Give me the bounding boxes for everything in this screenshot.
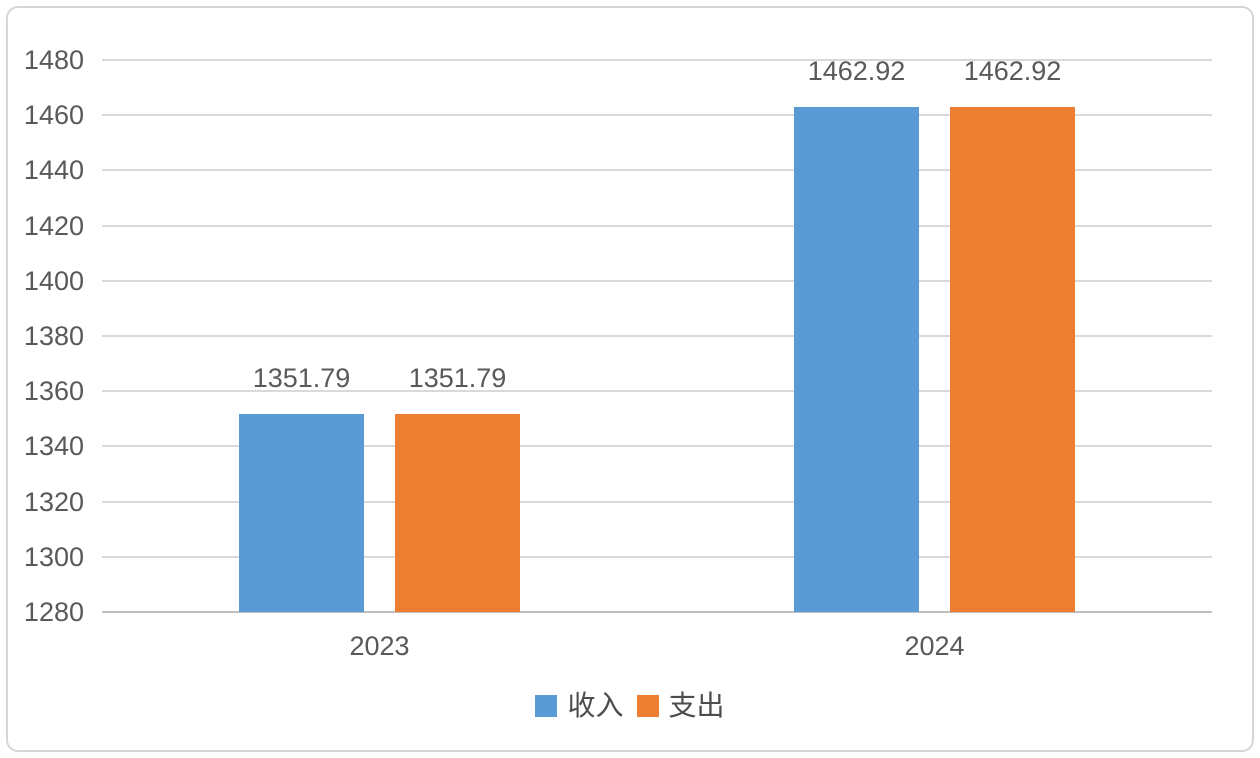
y-tick-label-1280: 1280 (23, 597, 84, 627)
gridline-1380 (102, 335, 1212, 337)
data-label-2024-expense: 1462.92 (963, 56, 1062, 87)
y-axis: 1280 1300 1320 1340 1360 1380 1400 1420 1440 1460… (8, 45, 84, 627)
gridline-1300 (102, 555, 1212, 558)
y-tick-label-1380: 1380 (23, 321, 84, 351)
y-tick-label-1420: 1420 (23, 210, 84, 241)
gridline-1420 (102, 224, 1212, 227)
plot-area: 1351.79 1351.79 1462.92 1462.92 (102, 56, 1212, 613)
y-tick-label-1320: 1320 (23, 486, 84, 517)
y-tick-label-1460: 1460 (23, 100, 84, 131)
gridline-1440 (102, 169, 1212, 172)
x-tick-label-2023: 2023 (349, 631, 410, 661)
y-tick-label-1400: 1400 (23, 265, 84, 296)
bar-2024-expense[interactable] (950, 107, 1075, 612)
bar-2024-income[interactable] (794, 107, 919, 612)
y-tick-label-1300: 1300 (23, 541, 84, 572)
x-axis-line (102, 611, 1212, 613)
data-label-2023-income: 1351.79 (252, 362, 351, 393)
y-tick-label-1340: 1340 (23, 431, 84, 462)
legend-label-income: 收入 (567, 690, 624, 721)
x-tick-label-2024: 2024 (904, 631, 965, 661)
y-tick-label-1360: 1360 (23, 376, 84, 407)
y-tick-label-1480: 1480 (23, 45, 84, 75)
gridline-1480 (102, 59, 1212, 61)
gridline-1460 (102, 114, 1212, 117)
legend-item-expense[interactable]: 支出 (636, 690, 725, 722)
y-tick-label-1440: 1440 (23, 155, 84, 186)
income-legend-swatch-icon (535, 695, 558, 717)
data-label-2024-income: 1462.92 (807, 56, 906, 87)
gridline-1400 (102, 279, 1212, 282)
legend-label-expense: 支出 (668, 690, 725, 721)
data-label-2023-expense: 1351.79 (408, 362, 507, 393)
chart-container: 1280 1300 1320 1340 1360 1380 1400 1420 1440 1460… (6, 6, 1254, 752)
gridline-1340 (102, 445, 1212, 448)
gridline-1320 (102, 500, 1212, 503)
bar-2023-income[interactable] (239, 413, 364, 612)
legend-item-income[interactable]: 收入 (535, 690, 624, 722)
legend: 收入 支出 (8, 690, 1252, 722)
bar-2023-expense[interactable] (395, 413, 520, 612)
expense-legend-swatch-icon (636, 695, 659, 717)
x-axis: 2023 2024 (102, 630, 1212, 664)
gridline-1360 (102, 390, 1212, 393)
